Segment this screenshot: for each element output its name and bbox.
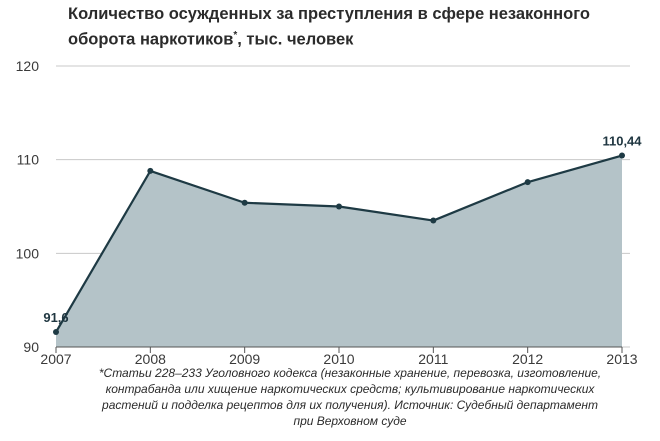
x-tick-label: 2008 — [135, 351, 166, 367]
y-tick-label: 110 — [17, 152, 40, 168]
y-tick-label: 120 — [16, 58, 40, 74]
footnote-marker: * — [233, 30, 238, 41]
footnote-line-1: *Статьи 228–233 Уголовного кодекса (неза… — [98, 366, 602, 380]
chart-title-line-1: Количество осужденных за преступления в … — [68, 5, 590, 23]
x-tick-label: 2012 — [512, 351, 543, 367]
data-point-2011 — [430, 217, 437, 224]
footnote-line-2: контрабанда или хищение наркотических ср… — [105, 382, 595, 396]
chart-title: Количество осужденных за преступления в … — [68, 4, 648, 51]
y-axis: 90 100 110 120 — [16, 58, 40, 355]
data-point-2013 — [619, 152, 625, 159]
footnote: *Статьи 228–233 Уголовного кодекса (неза… — [30, 365, 660, 429]
chart-title-main: оборота наркотиков — [68, 30, 234, 49]
x-tick-label: 2011 — [418, 351, 448, 367]
footnote-line-4: при Верховном суде — [293, 414, 407, 428]
data-point-2009 — [241, 199, 248, 206]
data-label: 110,44 — [602, 134, 642, 149]
x-tick-label: 2013 — [606, 351, 637, 367]
data-point-2007 — [53, 329, 59, 336]
y-tick-label: 90 — [23, 339, 39, 355]
x-tick-label: 2009 — [229, 351, 260, 367]
data-points — [53, 152, 625, 336]
data-point-2012 — [524, 179, 531, 186]
chart-title-line-2: оборота наркотиков*, тыс. человек — [68, 25, 648, 51]
data-labels: 91,6 110,44 — [43, 134, 642, 325]
data-point-2010 — [336, 203, 342, 210]
y-tick-label: 100 — [16, 245, 40, 261]
footnote-line-3: растений и подделка рецептов для их полу… — [102, 398, 598, 412]
data-point-2008 — [147, 167, 154, 174]
area-fill-layer — [56, 155, 622, 347]
chart-title-unit: , тыс. человек — [237, 30, 354, 49]
series-area — [56, 155, 622, 347]
x-tick-label: 2010 — [323, 351, 354, 367]
data-label: 91,6 — [43, 310, 68, 325]
x-tick-label: 2007 — [40, 351, 71, 367]
x-axis: 2007 2008 2009 2010 2011 2012 2013 — [40, 346, 638, 367]
